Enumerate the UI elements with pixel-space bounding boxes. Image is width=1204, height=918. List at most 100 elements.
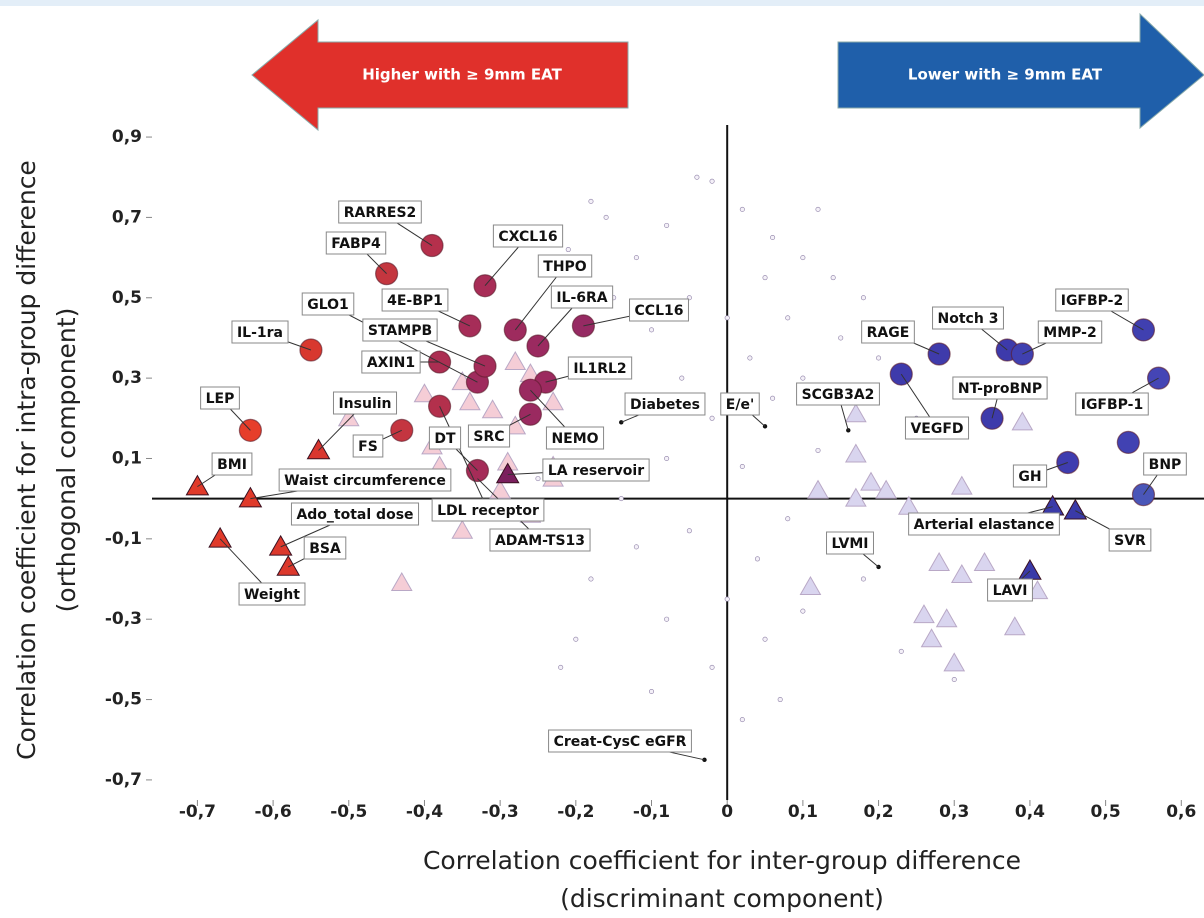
point-label: IGFBP-1 xyxy=(1081,397,1144,413)
point-label: MMP-2 xyxy=(1043,325,1096,341)
point-label: FS xyxy=(358,439,378,455)
point-label: SCGB3A2 xyxy=(802,387,875,403)
point xyxy=(459,391,481,411)
label-box xyxy=(301,292,355,316)
point xyxy=(618,496,624,502)
point xyxy=(495,462,520,484)
leader-line xyxy=(327,303,478,383)
point-label: IGFBP-2 xyxy=(1061,293,1124,309)
x-tick-label: 0,3 xyxy=(939,802,969,822)
x-tick-label: -0,6 xyxy=(255,802,292,822)
point xyxy=(588,198,594,204)
point-label: RARRES2 xyxy=(344,205,417,221)
point xyxy=(1003,616,1026,636)
label-box xyxy=(796,382,880,406)
point xyxy=(913,604,935,624)
point xyxy=(535,476,541,482)
y-tick-label: 0,9 xyxy=(112,127,142,147)
x-tick-label: -0,4 xyxy=(406,802,443,822)
y-tick-label: -0,1 xyxy=(105,529,142,549)
left-arrow xyxy=(251,18,629,132)
point xyxy=(664,455,670,461)
point-label: Arterial elastance xyxy=(914,517,1055,533)
point xyxy=(558,664,564,670)
point xyxy=(770,395,776,401)
label-box xyxy=(542,458,650,482)
point xyxy=(489,479,512,499)
point xyxy=(633,544,639,550)
point xyxy=(694,174,700,180)
x-tick-label: 0,5 xyxy=(1091,802,1121,822)
y-axis-label: Correlation coefficient for intra-group … xyxy=(12,160,41,760)
point-label: IL-1ra xyxy=(237,325,283,341)
annotation: Higher with ≥ 9mm EAT xyxy=(362,66,562,84)
y-tick-label: -0,7 xyxy=(105,770,142,790)
point xyxy=(747,355,753,361)
point xyxy=(815,447,821,453)
point xyxy=(739,206,745,212)
point xyxy=(724,596,730,602)
point xyxy=(800,255,806,261)
point-label: Ado_total dose xyxy=(296,507,413,523)
point-label: VEGFD xyxy=(910,421,963,437)
point xyxy=(830,275,836,281)
point-label: BNP xyxy=(1149,457,1182,473)
point xyxy=(573,636,579,642)
label-box xyxy=(720,392,760,416)
point xyxy=(686,528,692,534)
x-tick-label: -0,5 xyxy=(330,802,367,822)
point xyxy=(943,652,966,672)
x-tick-label: -0,1 xyxy=(633,802,670,822)
label-box xyxy=(904,416,970,440)
label-box xyxy=(932,306,1004,330)
label-box xyxy=(550,285,614,309)
label-box xyxy=(987,578,1033,602)
point-label: LEP xyxy=(206,391,235,407)
label-box xyxy=(332,391,398,415)
point-label: LA reservoir xyxy=(548,463,644,479)
point-label: Creat-CysC eGFR xyxy=(554,734,687,750)
point xyxy=(920,628,943,648)
label-box xyxy=(537,254,593,278)
point xyxy=(844,443,867,463)
point xyxy=(633,255,639,261)
point xyxy=(1116,430,1140,455)
y-tick-label: 0,5 xyxy=(112,288,142,308)
x-axis-label: Correlation coefficient for inter-group … xyxy=(423,846,1021,875)
point xyxy=(875,479,897,499)
point-label: NEMO xyxy=(551,431,598,447)
point xyxy=(844,403,867,423)
point xyxy=(844,487,867,507)
point-label: BSA xyxy=(309,541,341,557)
x-tick-label: 0,1 xyxy=(788,802,818,822)
label-box xyxy=(428,426,462,450)
point xyxy=(951,676,957,682)
point-label: 4E-BP1 xyxy=(387,293,443,309)
point-label: NT-proBNP xyxy=(958,381,1042,397)
point xyxy=(208,526,232,548)
point xyxy=(504,351,527,371)
x-tick-label: 0,6 xyxy=(1166,802,1196,822)
point-label: E/e' xyxy=(726,397,754,413)
label-box xyxy=(548,729,692,753)
label-box xyxy=(861,320,915,344)
point-label: STAMPB xyxy=(368,323,432,339)
x-tick-label: -0,3 xyxy=(482,802,519,822)
point-label: IL-6RA xyxy=(556,290,607,306)
point-label: BMI xyxy=(217,457,247,473)
point xyxy=(785,516,791,522)
point xyxy=(762,275,768,281)
label-box xyxy=(352,434,384,458)
point-label: CCL16 xyxy=(635,303,684,319)
point-label: LAVI xyxy=(993,583,1028,599)
x-tick-label: -0,2 xyxy=(557,802,594,822)
label-box xyxy=(200,386,240,410)
y-tick-label: 0,1 xyxy=(112,448,142,468)
label-box xyxy=(278,468,452,492)
point-label: CXCL16 xyxy=(498,229,557,245)
point-label: LVMI xyxy=(832,536,869,552)
point-label: GH xyxy=(1018,469,1041,485)
point-label: SVR xyxy=(1114,533,1146,549)
label-box xyxy=(952,376,1048,400)
label-box xyxy=(431,498,545,522)
